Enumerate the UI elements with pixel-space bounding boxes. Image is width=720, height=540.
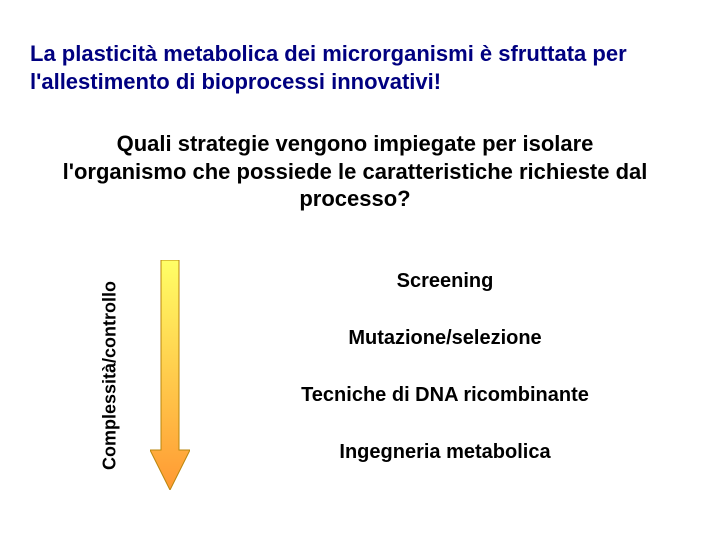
down-arrow-icon bbox=[150, 260, 190, 490]
axis-label: Complessità/controllo bbox=[100, 266, 121, 486]
axis-label-group: Complessità/controllo bbox=[100, 265, 120, 485]
list-item: Tecniche di DNA ricombinante bbox=[230, 384, 660, 407]
slide: La plasticità metabolica dei microrganis… bbox=[0, 0, 720, 540]
slide-subtitle: Quali strategie vengono impiegate per is… bbox=[60, 130, 650, 213]
slide-title: La plasticità metabolica dei microrganis… bbox=[30, 40, 690, 95]
list-item: Screening bbox=[230, 270, 660, 293]
list-item: Mutazione/selezione bbox=[230, 327, 660, 350]
strategy-list: Screening Mutazione/selezione Tecniche d… bbox=[230, 270, 660, 498]
arrow-shape bbox=[150, 260, 190, 490]
list-item: Ingegneria metabolica bbox=[230, 441, 660, 464]
